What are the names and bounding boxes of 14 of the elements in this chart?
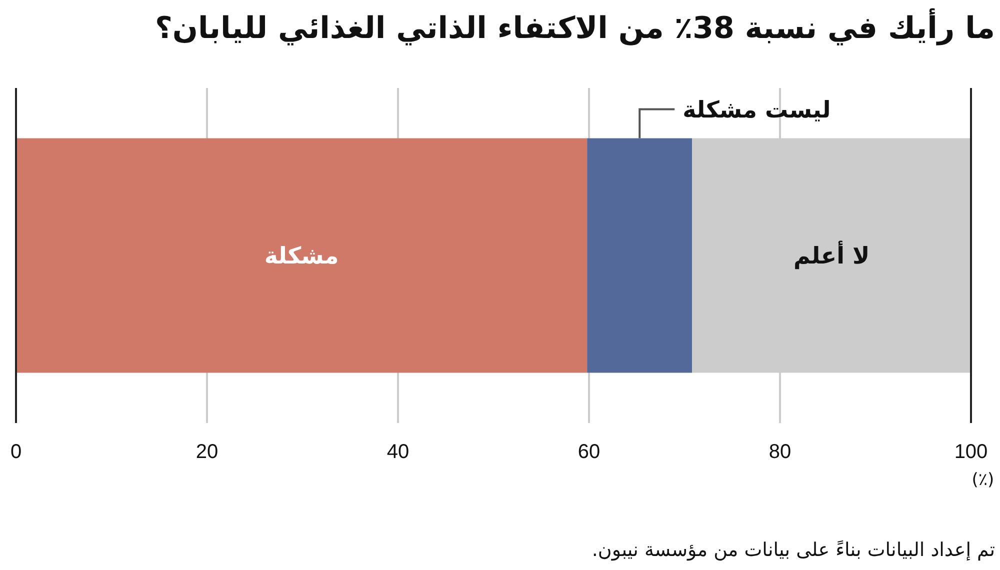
- bar: [587, 138, 692, 373]
- series-label: لا أعلم: [793, 240, 870, 270]
- bar: [16, 138, 588, 373]
- x-tick-label: 100: [954, 441, 988, 463]
- series-label: ليست مشكلة: [682, 97, 831, 124]
- x-tick-label: 20: [196, 441, 218, 463]
- chart-title: ما رأيك في نسبة 38٪ من الاكتفاء الذاتي الغذائي لليابان؟: [154, 8, 995, 46]
- series-label: مشكلة: [264, 244, 339, 270]
- x-axis-title: (٪): [972, 470, 994, 490]
- text: تم إعداد البيانات بناءً على بيانات من مؤسسة نيبون.: [592, 539, 995, 561]
- x-tick-label: 80: [768, 441, 792, 463]
- x-tick-label: 40: [386, 441, 410, 463]
- x-tick-label: 60: [578, 441, 600, 463]
- x-tick-label: 0: [10, 441, 22, 463]
